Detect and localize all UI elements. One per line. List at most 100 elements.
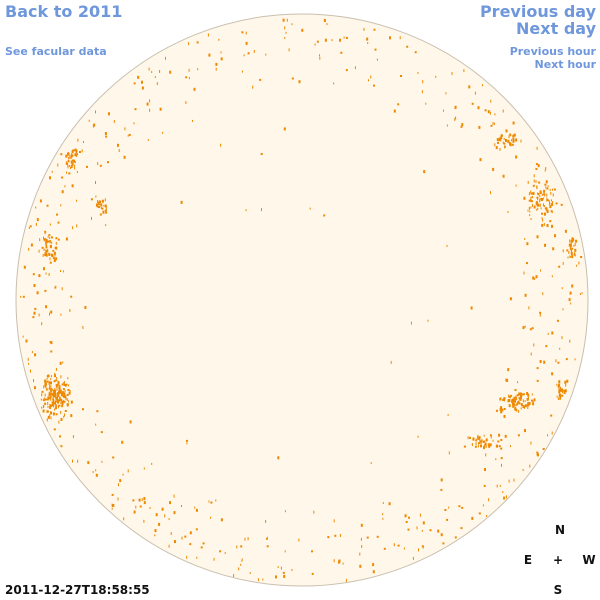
facula-mark <box>50 378 52 381</box>
see-facular-data-link[interactable]: See facular data <box>5 45 107 58</box>
facula-mark <box>67 152 69 155</box>
facula-mark <box>543 360 546 364</box>
facula-mark <box>53 390 56 394</box>
facula-mark <box>531 327 534 330</box>
facula-mark <box>242 70 243 73</box>
facula-mark <box>133 82 136 85</box>
compass-south-label: S <box>553 583 563 597</box>
next-hour-link[interactable]: Next hour <box>534 58 597 71</box>
facula-mark <box>532 184 535 187</box>
facula-mark <box>553 188 556 191</box>
facula-mark <box>291 569 293 571</box>
facula-mark <box>34 353 37 357</box>
facula-mark <box>559 388 562 392</box>
facula-mark <box>147 138 149 141</box>
facula-mark <box>573 238 575 242</box>
facula-mark <box>139 505 142 508</box>
facula-mark <box>484 468 486 471</box>
facula-mark <box>528 403 530 407</box>
next-day-link[interactable]: Next day <box>516 19 596 38</box>
facula-mark <box>537 193 540 195</box>
facula-mark <box>44 403 46 405</box>
facula-mark <box>533 398 536 402</box>
back-to-year-link[interactable]: Back to 2011 <box>5 2 123 21</box>
facula-mark <box>277 566 279 569</box>
facula-mark <box>42 253 44 257</box>
previous-hour-link[interactable]: Previous hour <box>509 45 596 58</box>
facula-mark <box>524 293 527 297</box>
facula-mark <box>562 390 563 394</box>
facula-mark <box>52 389 54 392</box>
facula-mark <box>422 521 425 525</box>
facula-mark <box>478 512 481 515</box>
facula-mark <box>55 413 58 416</box>
facula-mark <box>186 555 188 559</box>
facula-mark <box>535 275 538 279</box>
facula-mark <box>284 510 286 513</box>
facula-mark <box>499 138 502 142</box>
facula-mark <box>76 224 78 228</box>
facula-mark <box>543 203 544 207</box>
facula-mark <box>53 400 55 404</box>
facula-mark <box>45 386 47 389</box>
facula-mark <box>50 387 53 390</box>
facula-mark <box>333 559 335 563</box>
facula-mark <box>333 519 335 523</box>
facula-mark <box>499 147 501 151</box>
facula-mark <box>55 257 58 261</box>
facula-mark <box>57 392 60 395</box>
facula-mark <box>49 176 51 180</box>
facula-mark <box>468 85 471 89</box>
facula-mark <box>481 439 483 441</box>
facula-mark <box>55 367 57 371</box>
facula-mark <box>573 244 575 247</box>
previous-day-link[interactable]: Previous day <box>479 2 596 21</box>
facula-mark <box>69 155 71 158</box>
facula-mark <box>47 405 49 408</box>
facula-mark <box>547 333 549 335</box>
facula-mark <box>68 165 70 167</box>
facula-mark <box>280 566 282 570</box>
facula-mark <box>479 158 482 162</box>
facula-mark <box>520 393 523 397</box>
facula-mark <box>319 56 321 60</box>
facula-mark <box>546 187 549 190</box>
facula-mark <box>566 379 569 383</box>
facula-mark <box>508 479 510 483</box>
facula-mark <box>197 68 199 71</box>
facula-mark <box>454 118 456 121</box>
facula-mark <box>523 196 526 200</box>
facula-mark <box>399 36 401 40</box>
facula-mark <box>259 78 262 81</box>
facula-mark <box>61 400 64 403</box>
facula-mark <box>54 286 56 289</box>
facula-mark <box>527 180 529 184</box>
facula-mark <box>541 212 543 215</box>
facula-mark <box>105 224 107 227</box>
facula-mark <box>265 520 267 523</box>
facula-mark <box>485 444 487 448</box>
facula-mark <box>512 121 515 125</box>
facula-mark <box>576 264 578 267</box>
facula-mark <box>50 253 53 256</box>
facula-mark <box>571 237 574 241</box>
facula-mark <box>501 134 503 137</box>
facula-mark <box>477 106 480 110</box>
facula-mark <box>414 51 417 54</box>
facula-mark <box>49 237 51 240</box>
facula-mark <box>483 434 485 437</box>
facula-mark <box>59 399 61 402</box>
facula-mark <box>543 189 546 193</box>
facula-mark <box>483 440 484 443</box>
facula-mark <box>496 138 499 142</box>
facula-mark <box>25 339 28 343</box>
facula-mark <box>512 138 515 141</box>
facula-mark <box>505 129 508 133</box>
facula-mark <box>49 244 52 247</box>
facula-mark <box>400 75 402 77</box>
facula-mark <box>56 376 58 379</box>
facula-mark <box>427 319 429 322</box>
facula-mark <box>82 408 84 411</box>
facula-mark <box>56 387 58 391</box>
facula-mark <box>407 528 410 531</box>
